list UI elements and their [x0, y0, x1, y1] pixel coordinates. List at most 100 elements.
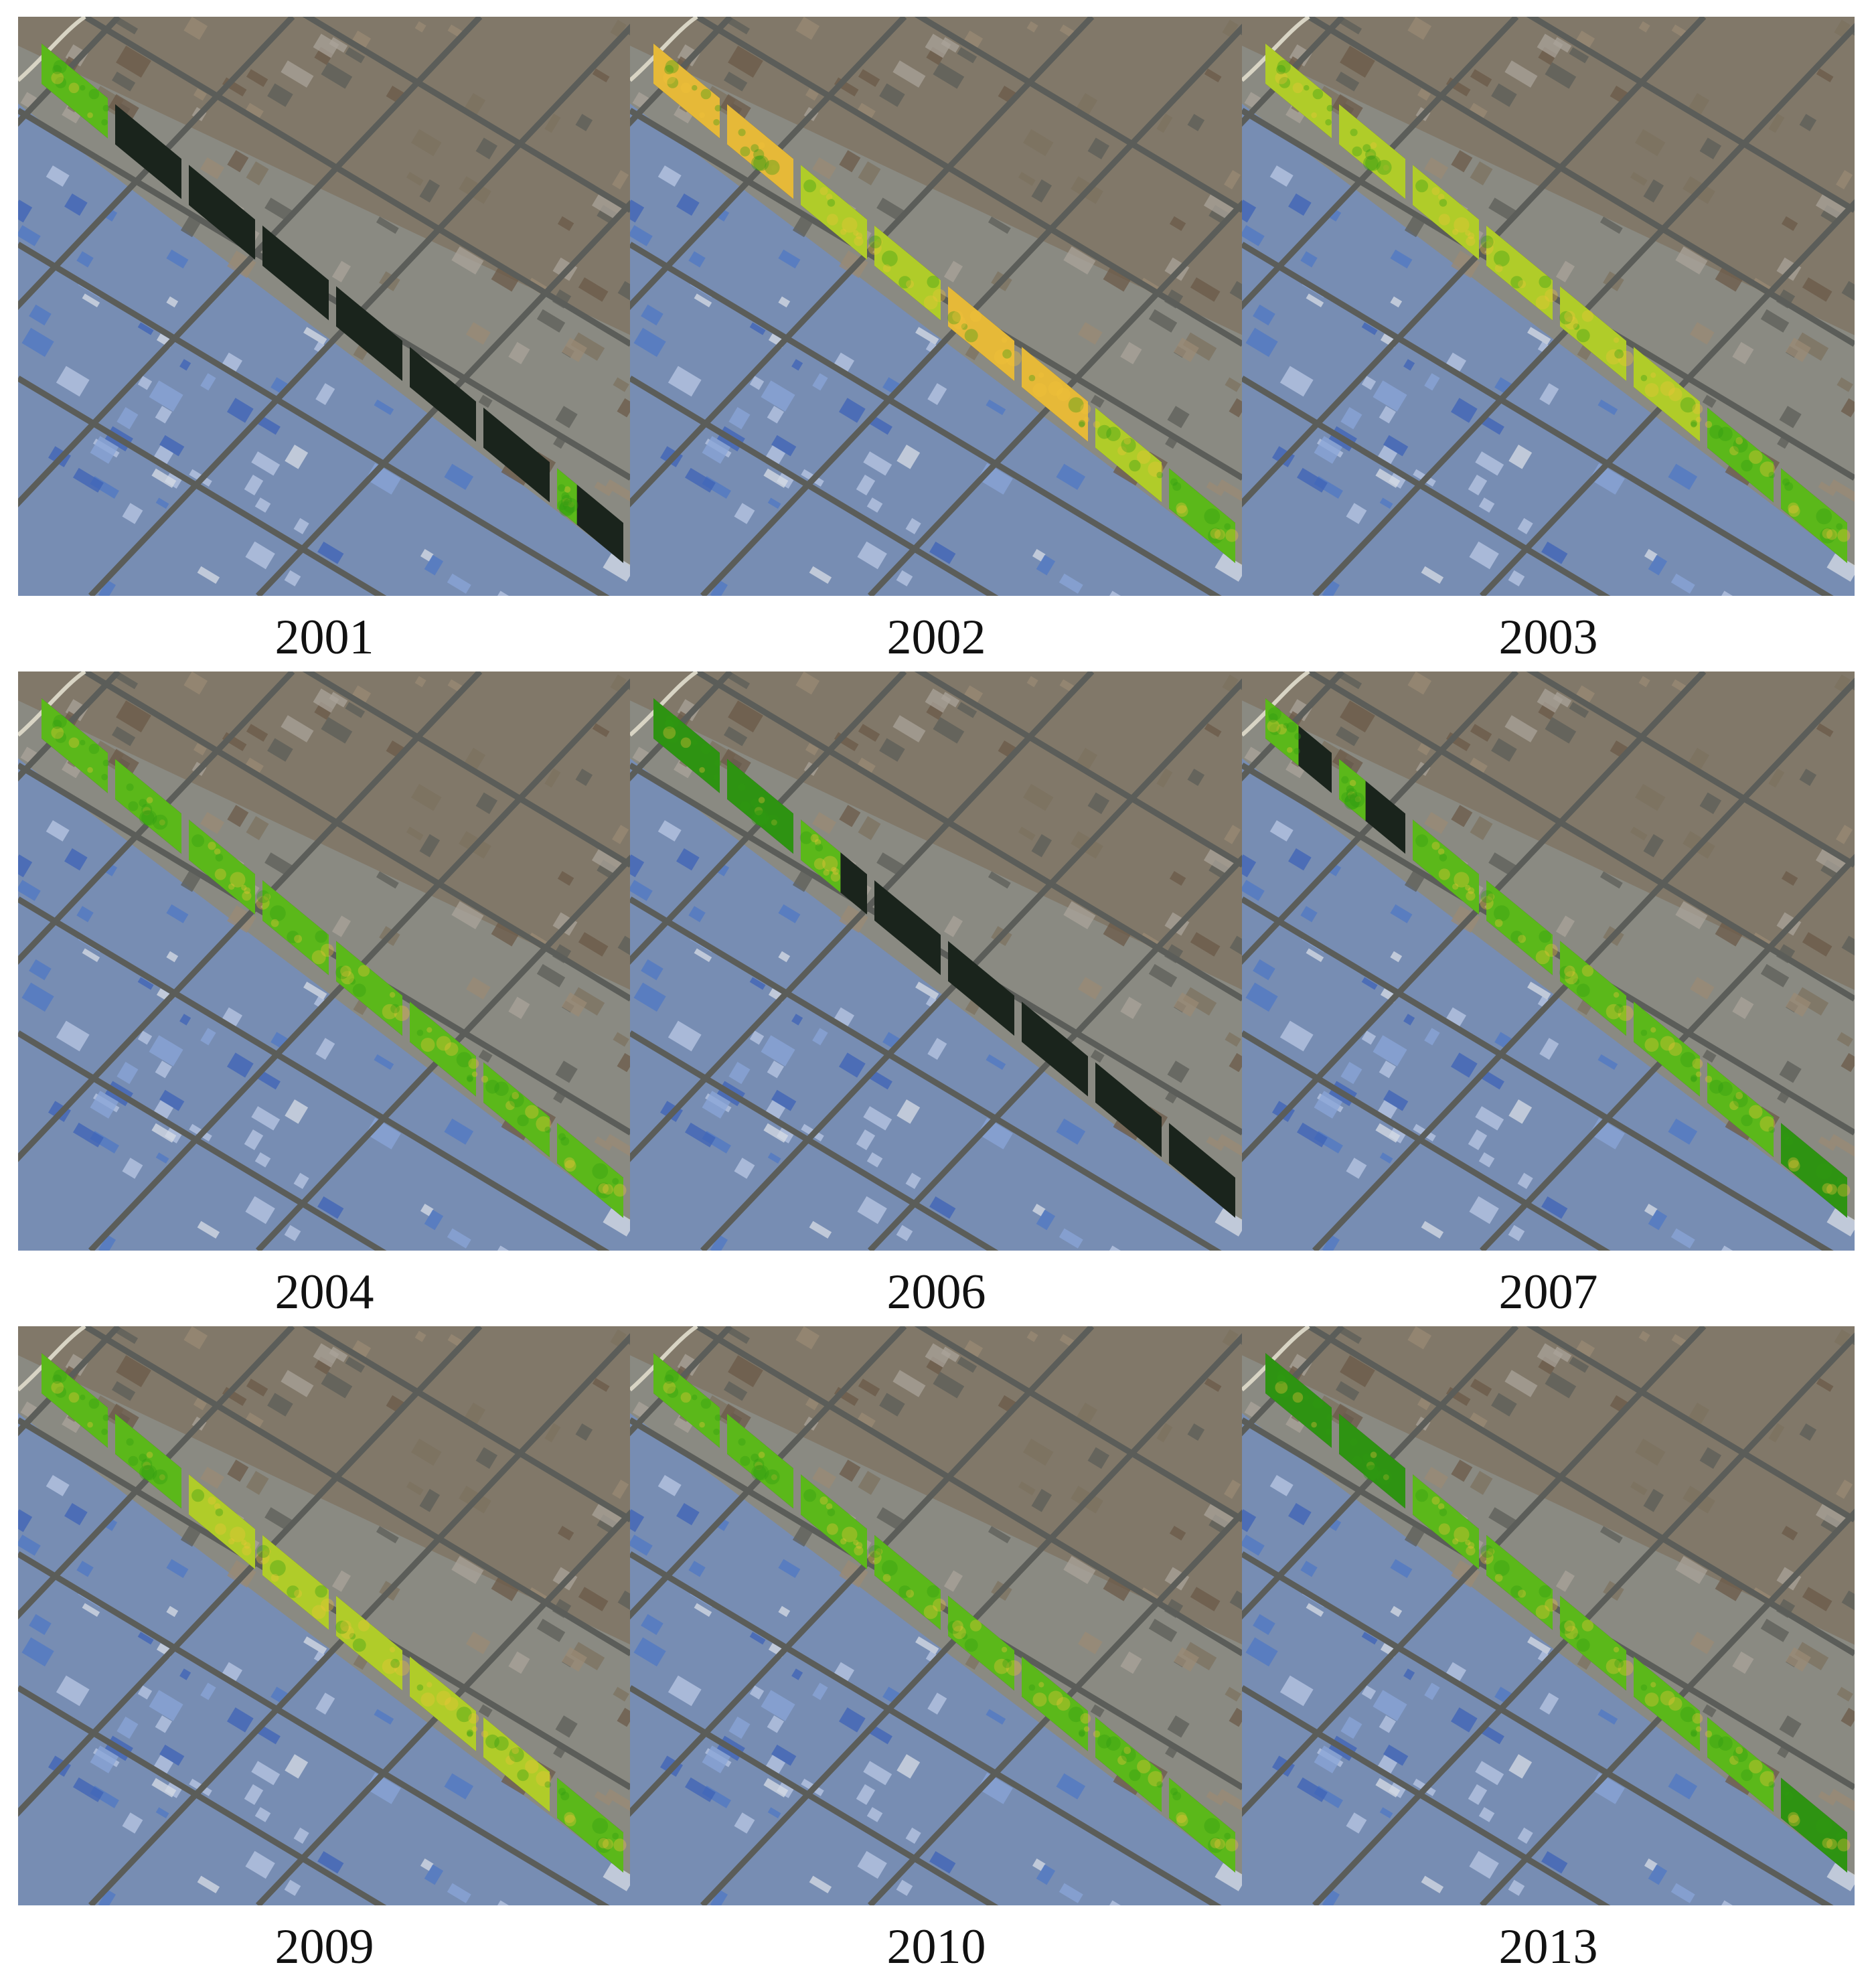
road-network [630, 1326, 1243, 1905]
strip-segment-vegetation [1486, 1534, 1553, 1630]
satellite-map-image [1242, 1326, 1855, 1905]
satellite-map-image [18, 672, 631, 1251]
strip-segment-vegetation [1486, 880, 1553, 975]
strip-segment-base [1095, 1062, 1162, 1158]
strip-segment-vegetation [1781, 1123, 1847, 1218]
strip-segment-vegetation [727, 104, 793, 200]
strip-segment-vegetation [1413, 819, 1479, 915]
satellite-map-image [630, 672, 1243, 1251]
strip-segment-vegetation [1339, 1413, 1405, 1509]
map-panel-2007: 2007 [1242, 672, 1855, 1317]
satellite-map-image [630, 1326, 1243, 1905]
year-caption: 2001 [275, 610, 374, 665]
strip-segment-vegetation [1707, 407, 1774, 503]
strip-segment-vegetation [1095, 1717, 1162, 1812]
year-caption: 2009 [275, 1919, 374, 1974]
strip-segment-vegetation [874, 225, 941, 321]
strip-segment-vegetation [1022, 347, 1088, 442]
greenbelt-strip [1265, 44, 1851, 563]
strip-segment-vegetation [1265, 698, 1299, 766]
strip-segment-vegetation [336, 1595, 402, 1691]
road-network [1242, 672, 1855, 1251]
road-network [630, 672, 1243, 1251]
year-caption: 2003 [1498, 610, 1598, 665]
curved-road [18, 1326, 86, 1392]
satellite-map-image [18, 1326, 631, 1905]
satellite-map-image [1242, 672, 1855, 1251]
strip-segment-vegetation [557, 468, 577, 525]
road-network [630, 17, 1243, 596]
strip-segment-vegetation [727, 1413, 793, 1509]
curved-road [18, 672, 86, 737]
strip-segment-vegetation [1265, 44, 1332, 139]
strip-segment-base [189, 165, 255, 260]
greenbelt-strip [653, 1353, 1239, 1873]
strip-segment-vegetation [557, 1778, 623, 1873]
strip-segment-vegetation [262, 880, 329, 975]
strip-segment-vegetation [1486, 225, 1553, 321]
map-panel-2002: 2002 [630, 17, 1243, 662]
curved-road [1242, 672, 1310, 737]
strip-segment-vegetation [1707, 1062, 1774, 1158]
strip-segment-vegetation [1265, 1353, 1332, 1448]
strip-segment-vegetation [948, 286, 1014, 382]
strip-segment-vegetation [1169, 468, 1235, 563]
strip-segment-base [336, 286, 402, 382]
strip-segment-vegetation [1560, 1595, 1626, 1691]
strip-segment-base [948, 941, 1014, 1036]
road-network [18, 672, 631, 1251]
strip-segment-vegetation [410, 1002, 476, 1097]
strip-segment-vegetation [262, 1534, 329, 1630]
map-panel-2003: 2003 [1242, 17, 1855, 665]
strip-segment-vegetation [1339, 104, 1405, 200]
strip-segment-vegetation [410, 1656, 476, 1751]
building-blocks [630, 1326, 1243, 1905]
strip-segment-vegetation [801, 1474, 867, 1569]
map-panel-2010: 2010 [630, 1326, 1243, 1972]
satellite-map-image [18, 17, 631, 596]
strip-segment-base [1022, 1002, 1088, 1097]
strip-segment-base [483, 407, 550, 503]
curved-road [18, 17, 86, 82]
strip-segment-vegetation [1413, 1474, 1479, 1569]
strip-segment-vegetation [1634, 1002, 1700, 1097]
year-caption: 2013 [1498, 1919, 1598, 1974]
strip-segment-base [1169, 1123, 1235, 1218]
strip-segment-vegetation [115, 759, 181, 854]
year-caption: 2004 [275, 1265, 374, 1320]
curved-road [630, 17, 698, 82]
road-network [1242, 17, 1855, 596]
strip-segment-vegetation [115, 1413, 181, 1509]
strip-segment-vegetation [483, 1717, 550, 1812]
map-panel-2006: 2006 [630, 672, 1243, 1317]
strip-segment-base [410, 347, 476, 442]
strip-segment-vegetation [1413, 165, 1479, 260]
greenbelt-strip [42, 44, 623, 563]
strip-segment-vegetation [1781, 468, 1847, 563]
road-network [18, 17, 631, 596]
strip-segment-vegetation [1634, 347, 1700, 442]
greenbelt-strip [1265, 698, 1851, 1218]
curved-road [630, 1326, 698, 1392]
strip-segment-vegetation [189, 819, 255, 915]
strip-segment-vegetation [1560, 286, 1626, 382]
strip-segment-vegetation [1022, 1656, 1088, 1751]
strip-segment-vegetation [1339, 759, 1366, 821]
strip-segment-vegetation [1781, 1778, 1847, 1873]
strip-segment-vegetation [653, 698, 720, 793]
strip-segment-vegetation [1707, 1717, 1774, 1812]
strip-segment-vegetation [874, 1534, 941, 1630]
map-panel-2009: 2009 [18, 1326, 631, 1974]
strip-segment-vegetation [336, 941, 402, 1036]
strip-segment-vegetation [42, 698, 108, 793]
strip-segment-vegetation [948, 1595, 1014, 1691]
greenbelt-strip [653, 698, 1235, 1218]
curved-road [1242, 17, 1310, 82]
strip-segment-base [115, 104, 181, 200]
greenbelt-strip [42, 1353, 627, 1873]
strip-segment-vegetation [1169, 1778, 1235, 1873]
strip-segment-vegetation [483, 1062, 550, 1158]
strip-segment-base [262, 225, 329, 321]
map-panel-2013: 2013 [1242, 1326, 1855, 1974]
